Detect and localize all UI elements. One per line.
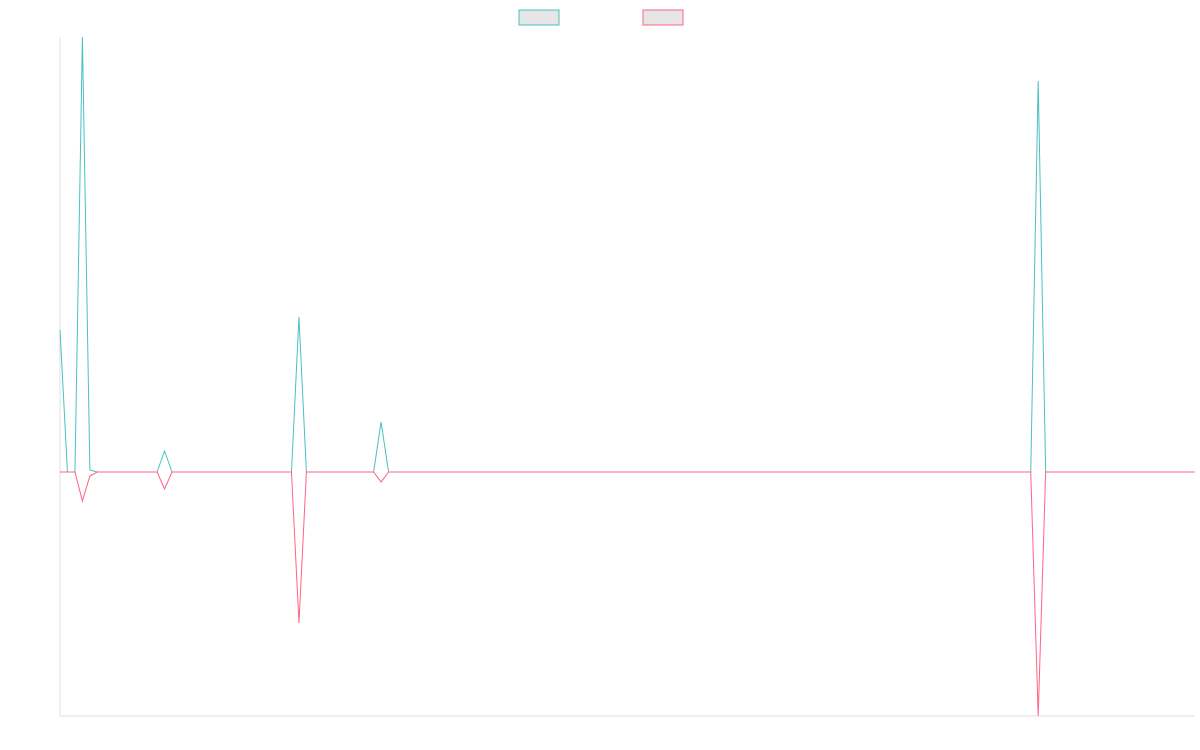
legend-swatch [642,9,684,26]
legend-swatch [518,9,560,26]
line-series [60,471,1195,717]
line-series [59,36,1195,473]
